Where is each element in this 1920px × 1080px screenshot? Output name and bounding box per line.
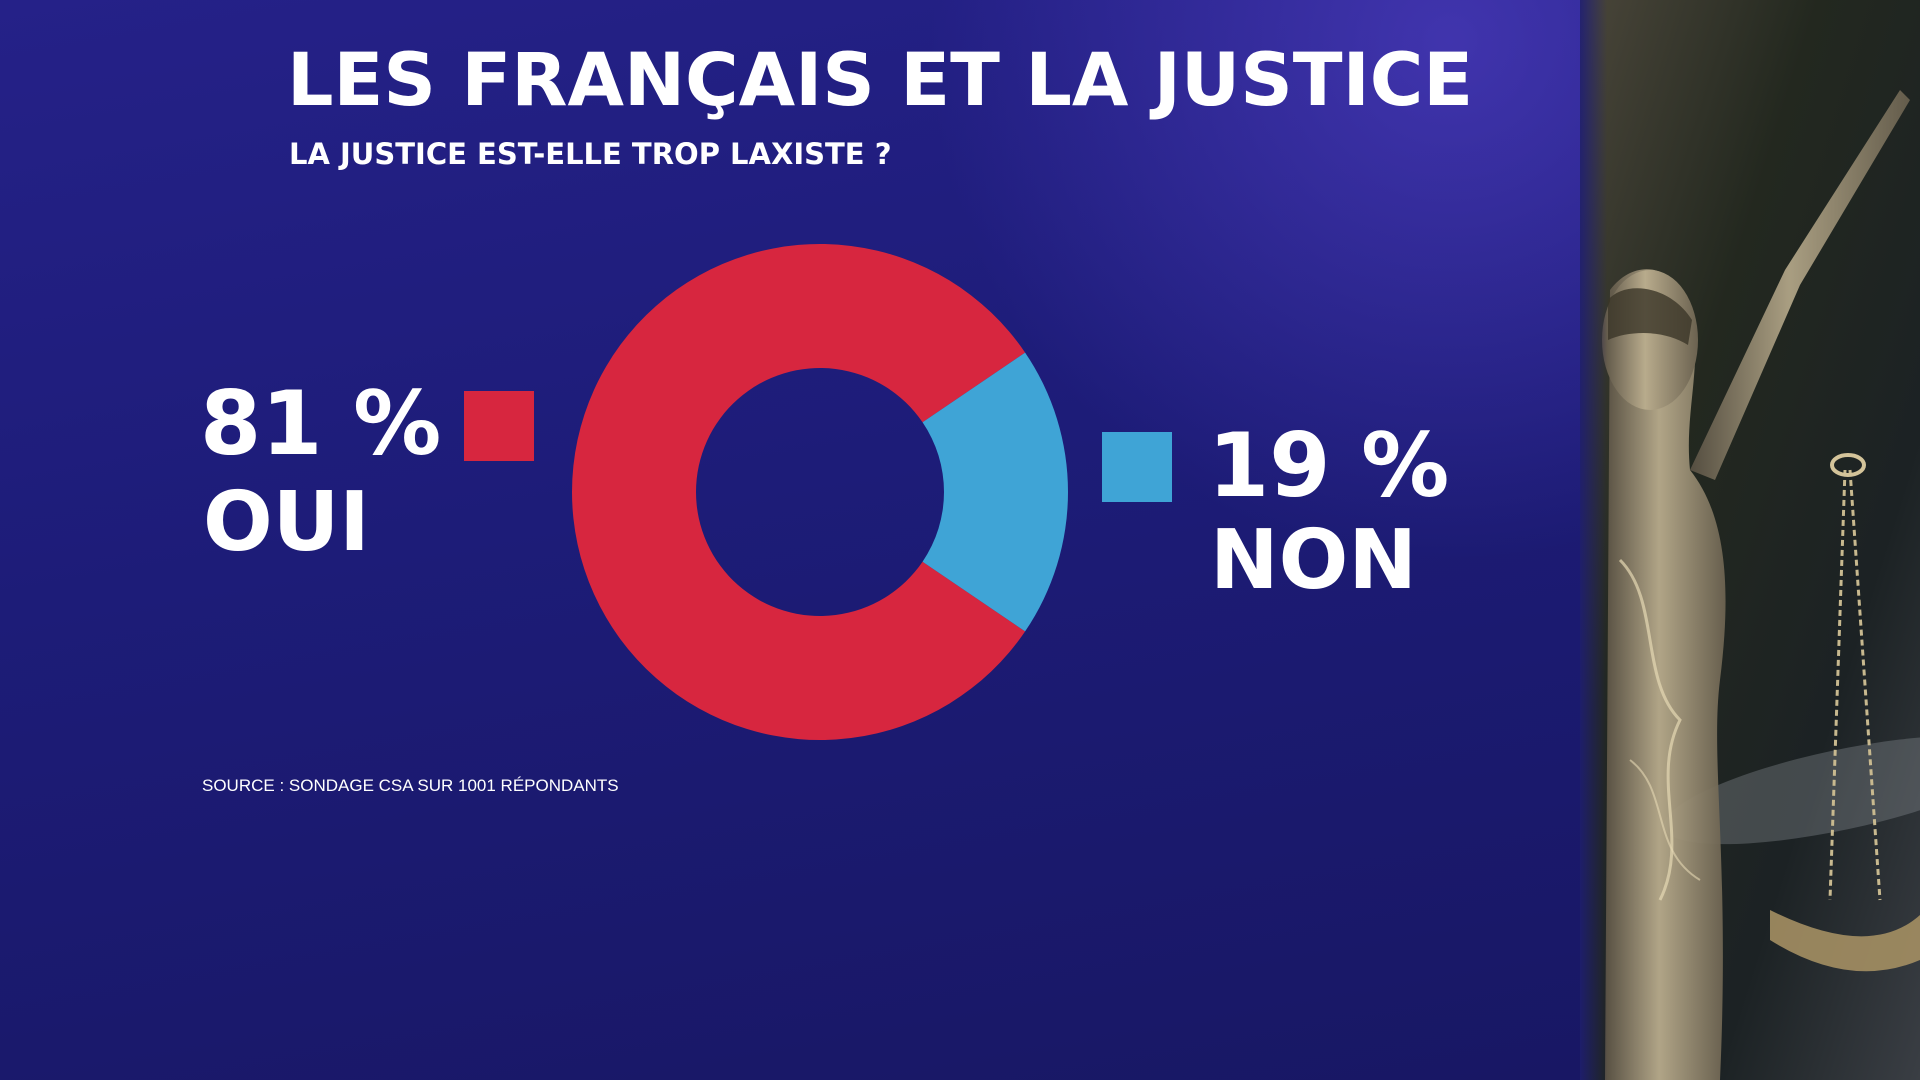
lady-justice-photo — [1580, 0, 1920, 1080]
oui-legend-swatch — [464, 391, 534, 461]
oui-value-label: 81 % — [200, 372, 442, 475]
chart-subtitle: LA JUSTICE EST-ELLE TROP LAXISTE ? — [289, 137, 892, 171]
source-note: SOURCE : SONDAGE CSA SUR 1001 RÉPONDANTS — [202, 776, 619, 795]
chart-panel — [0, 0, 1580, 1080]
chart-title: LES FRANÇAIS ET LA JUSTICE — [287, 38, 1474, 123]
oui-label: OUI — [203, 475, 370, 570]
donut-slice-non — [922, 352, 1068, 632]
donut-slice-oui — [572, 243, 1026, 740]
non-label: NON — [1210, 513, 1417, 608]
non-legend-swatch — [1102, 432, 1172, 502]
lady-justice-icon — [1580, 0, 1920, 1080]
non-value-label: 19 % — [1208, 414, 1450, 517]
donut-chart — [572, 243, 1068, 740]
